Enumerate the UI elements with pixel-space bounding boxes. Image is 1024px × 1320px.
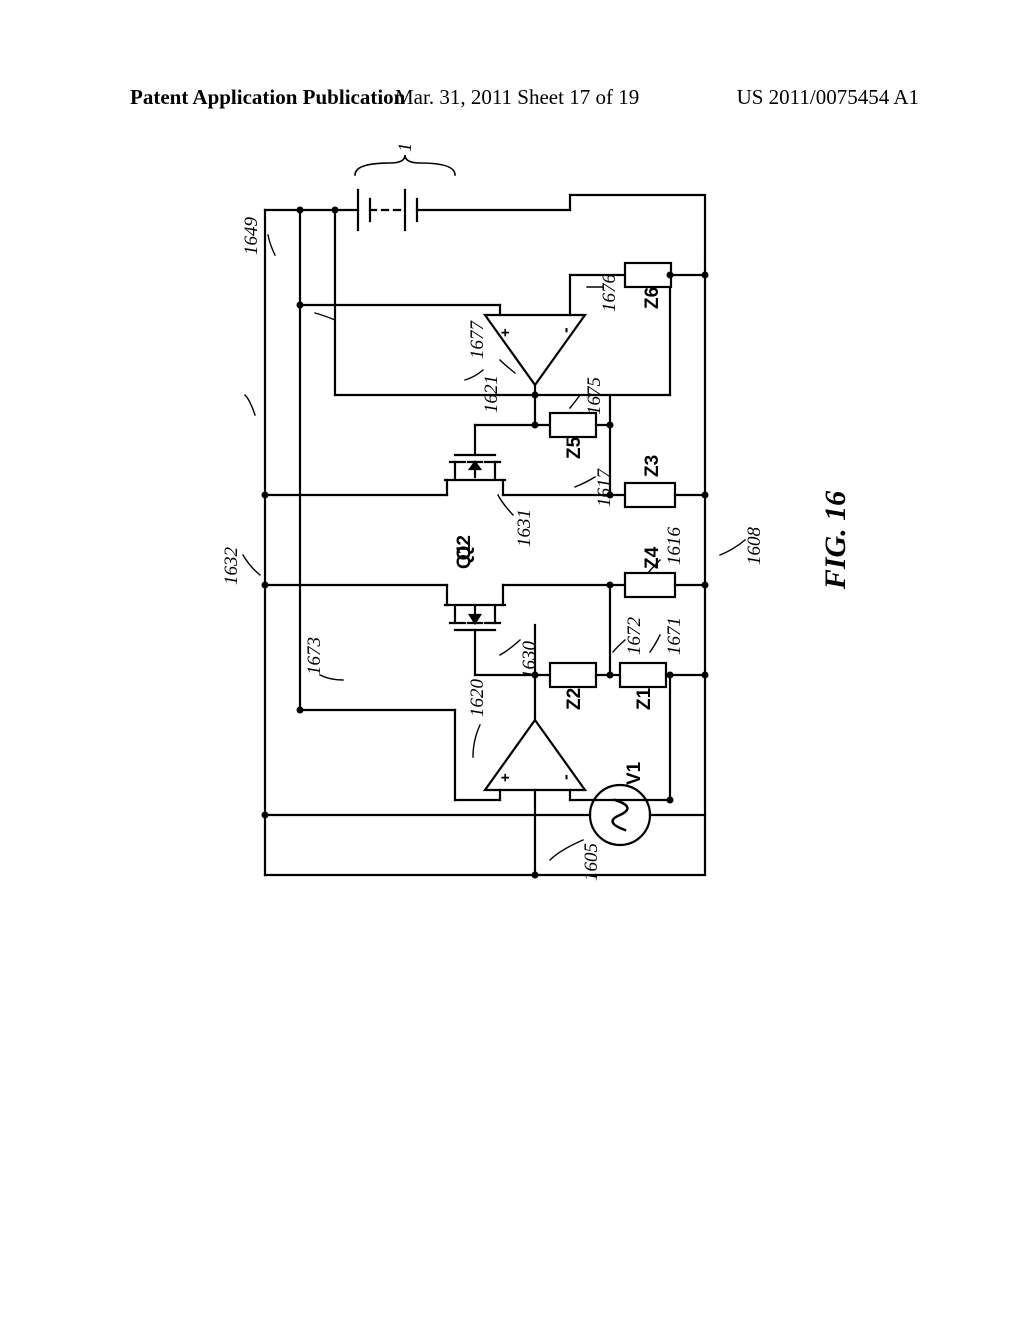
ref-1621: 1621 <box>481 375 502 413</box>
ref-1605: 1605 <box>581 843 602 881</box>
ref-1649: 1649 <box>241 217 262 256</box>
ref-1617: 1617 <box>594 468 615 508</box>
ref-1632: 1632 <box>221 547 242 586</box>
svg-text:-: - <box>556 774 575 780</box>
impedance-z3 <box>610 483 705 507</box>
label-q2: Q2 <box>454 535 475 560</box>
impedance-z2 <box>535 663 610 687</box>
label-z2: Z2 <box>564 688 585 710</box>
label-z3: Z3 <box>642 455 663 477</box>
impedance-z1 <box>610 663 705 687</box>
ref-1677: 1677 <box>467 320 488 360</box>
label-z1: Z1 <box>634 687 655 710</box>
header-right: US 2011/0075454 A1 <box>737 85 919 110</box>
ac-source-v1 <box>265 785 705 845</box>
ref-1672: 1672 <box>624 617 645 656</box>
svg-text:+: + <box>497 773 514 782</box>
label-z4: Z4 <box>642 546 663 569</box>
figure-rotated: + - <box>105 145 875 935</box>
ref-1630: 1630 <box>519 641 540 680</box>
figure-area: + - <box>105 145 875 935</box>
header-left: Patent Application Publication <box>130 85 405 110</box>
ref-1620: 1620 <box>467 679 488 718</box>
header-mid: Mar. 31, 2011 Sheet 17 of 19 <box>395 85 639 110</box>
label-z5: Z5 <box>564 436 585 459</box>
ref-1673: 1673 <box>304 637 325 675</box>
figure-caption: FIG. 16 <box>819 491 852 590</box>
ref-1671: 1671 <box>664 617 685 655</box>
ref-1608: 1608 <box>744 527 765 566</box>
ref-1631: 1631 <box>514 509 535 547</box>
svg-text:+: + <box>497 328 514 337</box>
ref-1675: 1675 <box>584 377 605 415</box>
impedance-z6 <box>570 263 705 287</box>
page: Patent Application Publication Mar. 31, … <box>0 0 1024 1320</box>
label-z6: Z6 <box>642 287 663 309</box>
ref-1676: 1676 <box>599 274 620 313</box>
battery-stack <box>265 155 570 230</box>
impedance-z4 <box>610 573 705 597</box>
ref-1616: 1616 <box>664 527 685 566</box>
ref-1607: 1607 <box>395 145 416 152</box>
ref-labels: 1605 1620 1630 1631 1673 1632 1649 1608 … <box>221 145 765 881</box>
label-v1: V1 <box>624 761 645 785</box>
svg-text:-: - <box>556 327 575 333</box>
circuit-svg: + - <box>105 145 875 935</box>
